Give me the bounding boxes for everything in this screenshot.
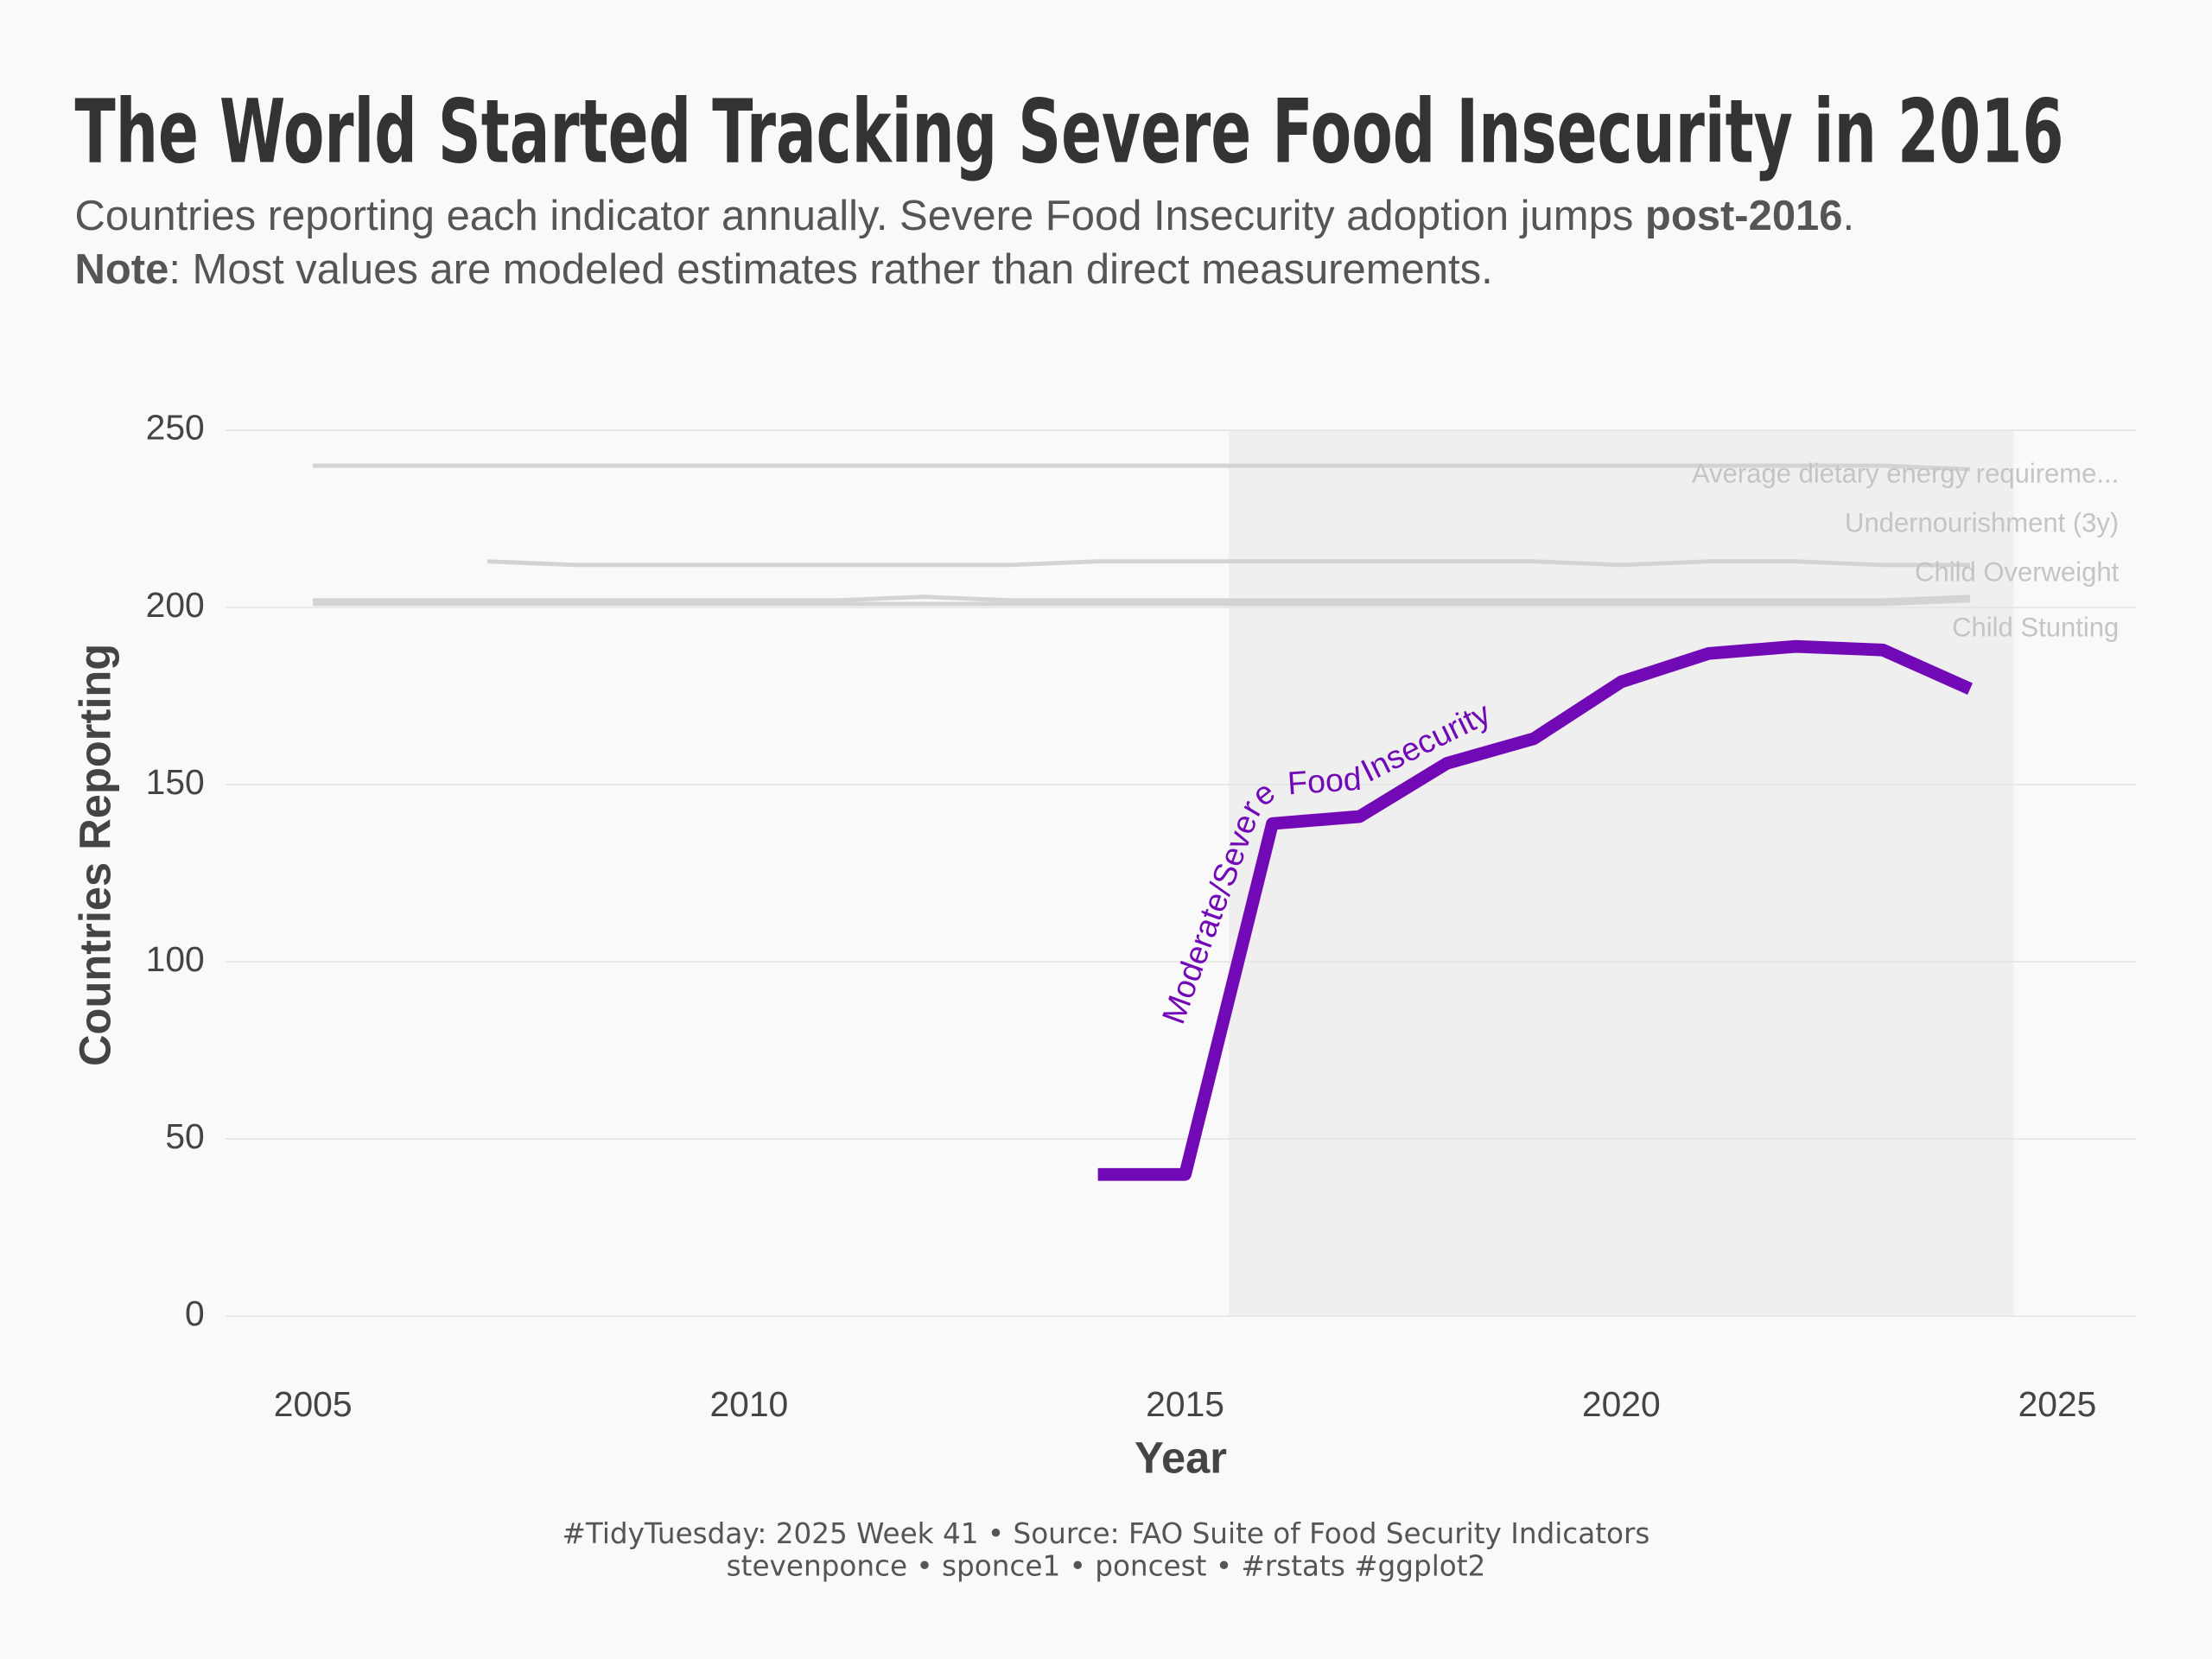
subtitle: Note: Most values are modeled estimates … bbox=[75, 246, 1493, 293]
series-label: Undernourishment (3y) bbox=[1845, 508, 2119, 538]
series-label: Child Stunting bbox=[1952, 612, 2119, 642]
plot-area: 0 50 100 150 200 250 2005 2010 2015 2020 2025 Avera… bbox=[146, 408, 2136, 1424]
series-line bbox=[313, 594, 1971, 603]
y-tick-label: 250 bbox=[146, 408, 205, 448]
x-tick-label: 2015 bbox=[1146, 1384, 1224, 1424]
series-line bbox=[1097, 639, 1974, 1181]
subtitle-text: : Most values are modeled estimates rath… bbox=[168, 246, 1492, 293]
chart-title: The World Started Tracking Severe Food I… bbox=[75, 81, 2064, 183]
series-line bbox=[313, 463, 1971, 472]
subtitle: Countries reporting each indicator annua… bbox=[75, 193, 1855, 239]
y-tick-label: 200 bbox=[146, 585, 205, 625]
subtitle-text: . bbox=[1843, 193, 1855, 239]
x-tick-label: 2005 bbox=[274, 1384, 353, 1424]
subtitle-bold: post-2016 bbox=[1645, 193, 1843, 239]
y-axis-title: Countries Reporting bbox=[70, 644, 119, 1066]
y-tick-label: 0 bbox=[185, 1294, 205, 1333]
y-tick-label: 50 bbox=[165, 1116, 204, 1156]
x-tick-label: 2010 bbox=[709, 1384, 788, 1424]
highlight-band bbox=[1229, 429, 2014, 1317]
x-tick-label: 2025 bbox=[2018, 1384, 2097, 1424]
caption: #TidyTuesday: 2025 Week 41 • Source: FAO… bbox=[563, 1517, 1650, 1550]
subtitle-bold: Note bbox=[75, 246, 169, 293]
series-label: Average dietary energy requireme... bbox=[1692, 458, 2119, 488]
x-axis-title: Year bbox=[1135, 1433, 1227, 1482]
series-line bbox=[313, 598, 1971, 607]
x-tick-label: 2020 bbox=[1582, 1384, 1661, 1424]
subtitle-text: Countries reporting each indicator annua… bbox=[75, 193, 1645, 239]
series-label: Child Overweight bbox=[1915, 557, 2120, 588]
y-tick-label: 150 bbox=[146, 762, 205, 802]
caption: stevenponce • sponce1 • poncest • #rstat… bbox=[727, 1550, 1486, 1583]
y-tick-label: 100 bbox=[146, 939, 205, 979]
series-line bbox=[486, 559, 1971, 568]
